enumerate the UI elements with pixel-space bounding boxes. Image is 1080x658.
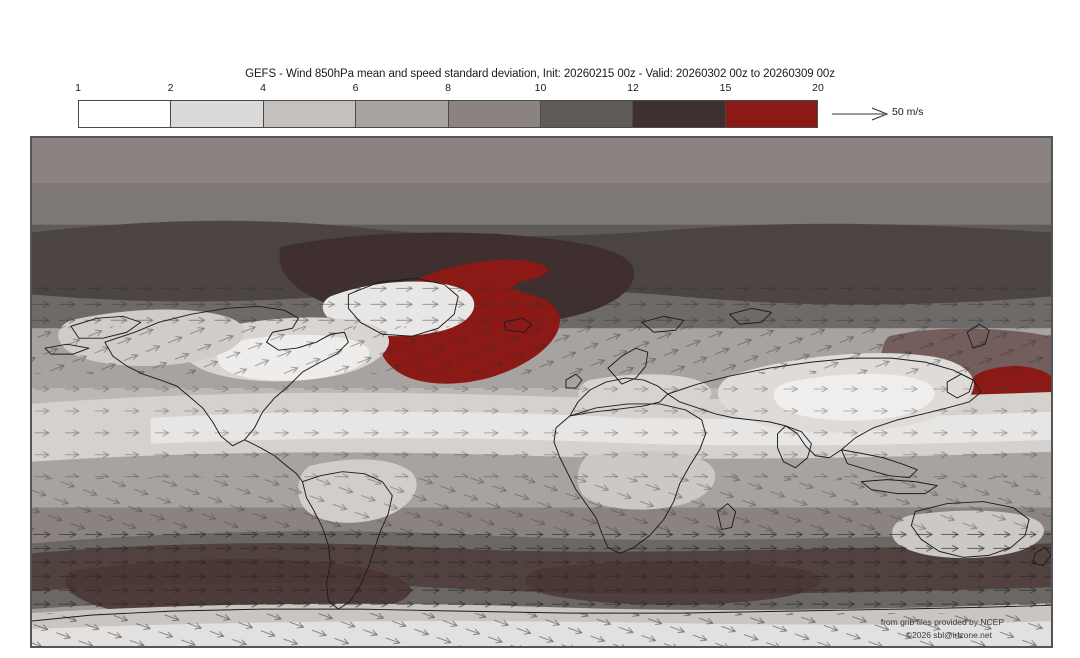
colorbar-tick-8: 8 [445,82,451,94]
colorbar-band-12-15 [632,101,725,127]
world-map[interactable] [30,136,1053,648]
colorbar-tick-15: 15 [719,82,732,94]
colorbar-tick-20: 20 [812,82,824,94]
colorbar-tick-10: 10 [534,82,547,94]
colorbar-band-15-20 [724,101,817,127]
wind-scale-key: 50 m/s [832,104,962,126]
colorbar-tick-2: 2 [167,82,174,94]
colorbar-tick-4: 4 [260,82,266,94]
map-canvas [31,137,1052,647]
copyright-credit: ©2026 sbl@irlzone.net [905,630,992,640]
colorbar-tick-6: 6 [352,82,359,94]
data-source-credit: from grib files provided by NCEP [880,617,1004,627]
colorbar-band-6-8 [355,101,448,127]
map-border [31,137,1052,647]
wind-barb-field [31,286,1052,647]
colorbar-band-8-10 [447,101,540,127]
colorbar-band-2-4 [170,101,263,127]
wind-arrow-icon [832,107,889,121]
colorbar-band-1-2 [79,101,171,127]
colorbar-bands[interactable] [78,100,818,128]
wind-scale-label: 50 m/s [892,106,924,118]
colorbar-tick-1: 1 [75,82,81,94]
page-title: GEFS - Wind 850hPa mean and speed standa… [245,68,835,80]
colorbar-band-4-6 [262,101,356,127]
colorbar-tick-labels: 1 2 4 6 8 10 12 15 20 [75,82,824,98]
colorbar-band-10-12 [539,101,633,127]
coastlines [31,277,1052,622]
colorbar: 1 2 4 6 8 10 12 15 20 [75,82,824,128]
colorbar-tick-12: 12 [627,82,639,94]
